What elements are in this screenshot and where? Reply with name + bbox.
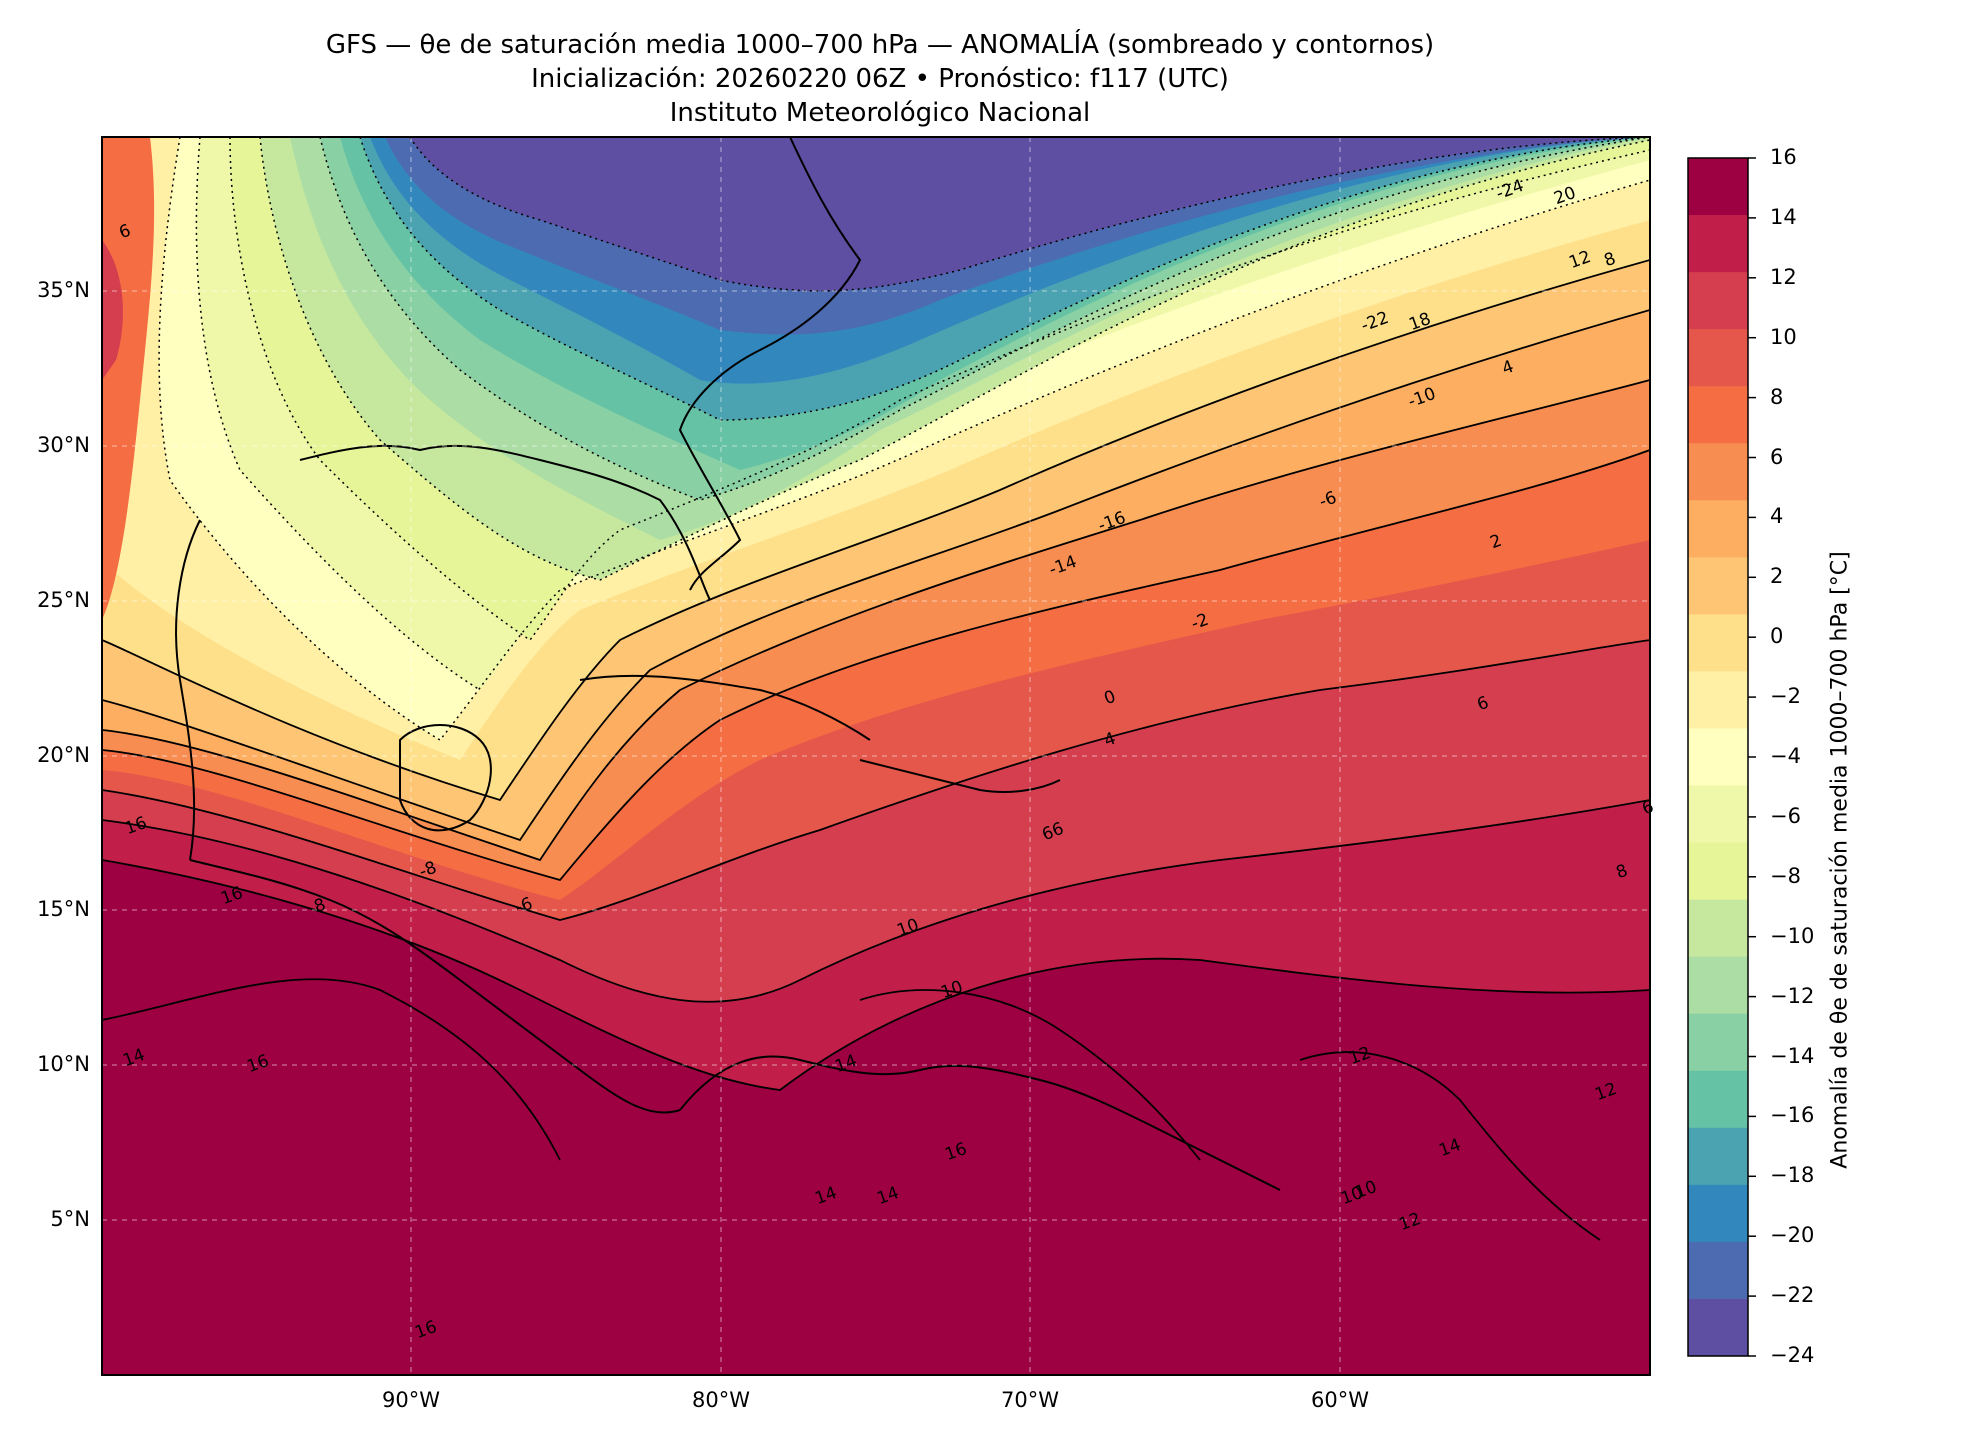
- colorbar-swatch: [1688, 1241, 1748, 1300]
- map-frame: [101, 136, 1651, 1376]
- colorbar-tick-label: −16: [1770, 1103, 1815, 1128]
- lat-label-15: 15°N: [37, 897, 90, 921]
- colorbar-tick-label: −20: [1770, 1223, 1815, 1248]
- colorbar-tick-label: −8: [1770, 863, 1801, 888]
- colorbar-tick-label: −22: [1770, 1283, 1815, 1308]
- colorbar-title: Anomalía de θe de saturación media 1000–…: [1827, 551, 1853, 1169]
- lon-label-90w: 90°W: [382, 1388, 440, 1412]
- colorbar-swatch: [1688, 557, 1748, 615]
- colorbar-swatch: [1688, 671, 1748, 729]
- colorbar-swatch: [1688, 842, 1748, 901]
- colorbar-tick-label: −14: [1770, 1043, 1815, 1068]
- colorbar-swatch: [1688, 785, 1748, 844]
- lat-label-35: 35°N: [37, 278, 90, 302]
- colorbar-swatch: [1688, 215, 1748, 273]
- colorbar-tick-label: 10: [1770, 324, 1797, 349]
- colorbar-tick-label: −4: [1770, 744, 1801, 768]
- colorbar-swatch: [1688, 899, 1748, 958]
- colorbar-swatch: [1688, 1070, 1748, 1129]
- colorbar-swatch: [1688, 1013, 1748, 1072]
- coastlines: [175, 137, 1281, 1191]
- lon-label-60w: 60°W: [1311, 1388, 1369, 1412]
- colorbar-tick-label: −2: [1770, 684, 1801, 709]
- colorbar-swatch: [1688, 329, 1748, 387]
- lon-label-80w: 80°W: [692, 1388, 750, 1412]
- colorbar-tick-label: 14: [1770, 204, 1797, 229]
- colorbar-tick-label: −18: [1770, 1163, 1815, 1188]
- colorbar-tick-label: −6: [1770, 803, 1801, 828]
- colorbar-tick-label: 12: [1770, 264, 1797, 289]
- colorbar-swatch: [1688, 443, 1748, 501]
- colorbar-tick-label: 16: [1770, 145, 1797, 169]
- colorbar-tick-label: −24: [1770, 1343, 1815, 1367]
- map-title: GFS — θe de saturación media 1000–700 hP…: [325, 30, 1435, 60]
- colorbar-swatch: [1688, 272, 1748, 330]
- colorbar-tick-label: 4: [1770, 504, 1784, 529]
- colorbar-swatch: [1688, 728, 1748, 787]
- colorbar-tick-label: −10: [1770, 923, 1815, 948]
- colorbar-swatch: [1688, 614, 1748, 672]
- colorbar: [1687, 157, 1756, 1357]
- positive-contours: [102, 259, 1650, 1241]
- lon-label-70w: 70°W: [1001, 1388, 1059, 1412]
- colorbar-swatch: [1688, 386, 1748, 444]
- lat-label-25: 25°N: [37, 588, 90, 612]
- colorbar-tick-label: 8: [1770, 384, 1784, 409]
- graticule: [102, 137, 1650, 1375]
- anomaly-band-m24: [410, 137, 1650, 291]
- colorbar-swatch: [1688, 158, 1748, 216]
- lat-label-30: 30°N: [37, 433, 90, 457]
- lat-label-20: 20°N: [37, 743, 90, 767]
- colorbar-swatch: [1688, 956, 1748, 1015]
- colorbar-tick-label: 2: [1770, 564, 1784, 589]
- colorbar-tick-label: −12: [1770, 983, 1815, 1008]
- anomaly-west-warm-core: [102, 240, 123, 380]
- colorbar-swatch: [1688, 1127, 1748, 1186]
- map-subtitle: Inicialización: 20260220 06Z • Pronóstic…: [531, 64, 1229, 94]
- colorbar-swatch: [1688, 1298, 1748, 1357]
- colorbar-swatch: [1688, 1184, 1748, 1243]
- colorbar-tick-label: 0: [1770, 624, 1784, 649]
- negative-contours: [158, 137, 1650, 741]
- colorbar-swatch: [1688, 500, 1748, 558]
- anomaly-west-warm-lobe: [102, 137, 155, 620]
- map-institution: Instituto Meteorológico Nacional: [669, 98, 1091, 128]
- lat-label-10: 10°N: [37, 1052, 90, 1076]
- lat-label-5: 5°N: [50, 1207, 90, 1231]
- colorbar-tick-label: 6: [1770, 444, 1784, 469]
